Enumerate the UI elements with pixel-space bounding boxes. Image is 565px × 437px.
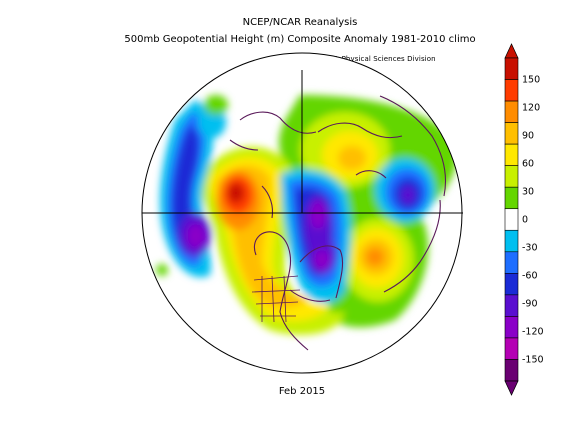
colorbar-swatch — [504, 57, 519, 80]
colorbar-swatch — [504, 337, 519, 360]
colorbar-tick-label: -120 — [522, 326, 544, 337]
colorbar-tick-label: -90 — [522, 298, 538, 309]
date-label: Feb 2015 — [278, 386, 326, 397]
colorbar-tick-label: -30 — [522, 242, 538, 253]
colorbar-swatch — [504, 165, 519, 188]
map-title: NCEP/NCAR Reanalysis — [242, 17, 358, 28]
colorbar-swatch — [504, 79, 519, 102]
colorbar-tick-label: 120 — [522, 103, 540, 114]
colorbar-swatch — [504, 294, 519, 317]
colorbar-swatch — [504, 229, 519, 253]
colorbar-swatch — [504, 143, 519, 166]
colorbar-arrow-top — [504, 43, 519, 59]
colorbar-swatch — [504, 208, 519, 231]
colorbar-tick-label: -60 — [522, 270, 538, 281]
colorbar-tick-label: 60 — [522, 159, 534, 170]
colorbar: 150 120 90 60 30 0 -30 -60 -90 -120 -150 — [504, 43, 544, 396]
colorbar-swatch — [504, 186, 519, 210]
colorbar-tick-label: 150 — [522, 75, 540, 86]
colorbar-swatch — [504, 100, 519, 123]
colorbar-swatch — [504, 122, 519, 145]
colorbar-swatch — [504, 316, 519, 339]
colorbar-tick-label: -150 — [522, 354, 544, 365]
colorbar-tick-label: 30 — [522, 187, 534, 198]
state-borders — [251, 275, 301, 323]
colorbar-swatch — [504, 273, 519, 296]
colorbar-tick-label: 90 — [522, 131, 534, 142]
map-subtitle: 500mb Geopotential Height (m) Composite … — [124, 34, 476, 45]
colorbar-arrow-bottom — [504, 380, 519, 396]
coastlines — [229, 95, 447, 351]
colorbar-swatch — [504, 251, 519, 274]
colorbar-tick-label: 0 — [522, 215, 528, 226]
credit-label: NOAA/ESRL Physical Sciences Division — [298, 55, 436, 63]
colorbar-swatch — [504, 359, 519, 382]
